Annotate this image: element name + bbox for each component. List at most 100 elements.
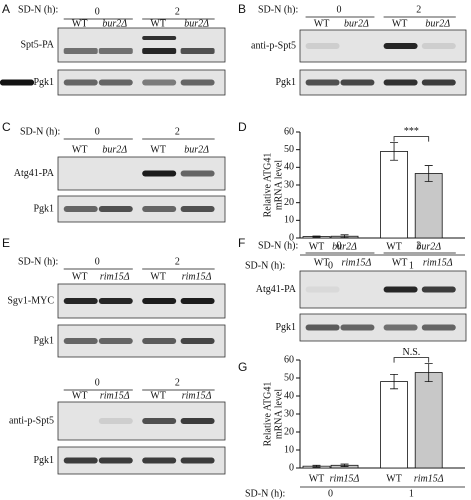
lane-label: rim15Δ	[182, 390, 212, 401]
y-axis-label: Relative ATG41	[262, 382, 273, 447]
error-bar	[390, 374, 399, 390]
band	[0, 79, 34, 86]
header-label: SD-N (h):	[258, 240, 298, 251]
blot-label: Sgv1-MYC	[7, 295, 54, 306]
band	[421, 286, 456, 293]
panel-letter: B	[238, 2, 246, 16]
lane-label: bur2Δ	[344, 18, 369, 29]
blot-label: Pgk1	[275, 322, 296, 333]
y-tick-label: 0	[289, 232, 294, 243]
band	[340, 324, 375, 331]
band	[142, 338, 177, 344]
lane-label: rim15Δ	[423, 257, 453, 268]
y-tick-label: 20	[284, 197, 294, 208]
band	[142, 298, 177, 304]
category-label: bur2Δ	[332, 241, 357, 252]
time-label: 2	[416, 4, 421, 15]
blot	[299, 29, 467, 63]
panel-letter: D	[238, 120, 247, 134]
y-tick-label: 60	[284, 354, 294, 365]
y-tick-label: 40	[284, 390, 294, 401]
panel-letter: G	[238, 360, 247, 374]
blot-label: Pgk1	[33, 77, 54, 88]
time-label: 2	[416, 240, 421, 251]
lane-label: WT	[72, 18, 88, 29]
annotation-bracket	[393, 357, 430, 363]
band	[98, 457, 133, 464]
lane-label: bur2Δ	[184, 18, 209, 29]
time-label: 2	[175, 256, 180, 267]
band	[180, 48, 215, 54]
band	[180, 338, 215, 344]
lane-label: rim15Δ	[100, 390, 130, 401]
lane-label: rim15Δ	[182, 271, 212, 282]
time-label: 0	[337, 4, 342, 15]
lane-label: WT	[72, 390, 88, 401]
band	[98, 418, 133, 424]
panel-letter: A	[2, 2, 10, 16]
blot-label: Pgk1	[275, 77, 296, 88]
group-label: 0	[328, 488, 333, 499]
band	[142, 457, 177, 464]
bar	[380, 151, 408, 239]
time-label: 0	[95, 6, 100, 17]
lane-label: WT	[314, 257, 330, 268]
group-title: SD-N (h):	[245, 488, 285, 499]
band	[383, 286, 418, 293]
band	[63, 48, 98, 54]
band	[98, 206, 133, 212]
band	[305, 286, 340, 293]
y-tick-label: 30	[284, 179, 294, 190]
blot-label: anti-p-Spt5	[251, 40, 296, 51]
lane-label: WT	[150, 18, 166, 29]
band	[63, 457, 98, 464]
lane-label: WT	[150, 271, 166, 282]
error-bar	[340, 234, 349, 239]
blot-label: Atg41-PA	[14, 168, 55, 179]
band	[305, 324, 340, 331]
annotation-bracket	[393, 136, 430, 142]
blot-label: Spt5-PA	[20, 39, 54, 50]
blot-label: Pgk1	[33, 335, 54, 346]
blot-label: anti-p-Spt5	[9, 415, 54, 426]
category-label: WT	[386, 473, 402, 484]
band	[180, 79, 215, 86]
blot-label: Pgk1	[33, 203, 54, 214]
time-label: 2	[175, 6, 180, 17]
lane-label: WT	[150, 390, 166, 401]
band	[180, 206, 215, 212]
band	[142, 206, 177, 212]
bar	[414, 173, 443, 239]
category-label: bur2Δ	[416, 241, 441, 252]
panel-letter: C	[2, 120, 11, 134]
time-label: 0	[337, 240, 342, 251]
y-tick-label: 10	[284, 215, 294, 226]
band	[383, 43, 418, 49]
error-bar	[312, 235, 321, 238]
panel-letter: E	[2, 236, 10, 250]
error-bar	[340, 463, 349, 467]
bar	[414, 372, 443, 469]
y-tick-label: 50	[284, 372, 294, 383]
band	[63, 79, 98, 86]
band	[63, 298, 98, 304]
band	[98, 338, 133, 344]
y-tick-label: 20	[284, 426, 294, 437]
band	[421, 324, 456, 331]
error-bar	[390, 142, 399, 161]
band	[142, 79, 177, 86]
time-label: 0	[95, 377, 100, 388]
lane-label: WT	[150, 144, 166, 155]
error-bar	[424, 165, 433, 182]
band	[142, 36, 177, 40]
lane-label: rim15Δ	[100, 271, 130, 282]
error-bar	[312, 464, 321, 468]
lane-label: bur2Δ	[425, 18, 450, 29]
header-label: SD-N (h):	[18, 256, 58, 267]
lane-label: bur2Δ	[102, 18, 127, 29]
band	[305, 43, 340, 49]
time-label: 2	[175, 126, 180, 137]
category-label: WT	[386, 241, 402, 252]
band	[98, 48, 133, 54]
